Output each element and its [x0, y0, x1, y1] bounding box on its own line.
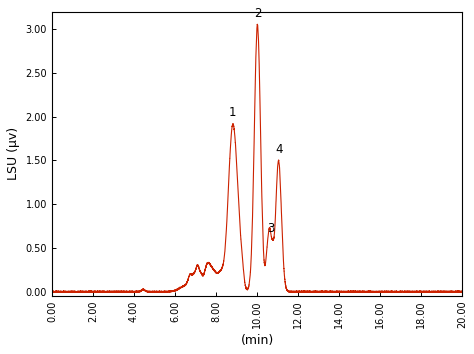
Text: 4: 4 [276, 143, 283, 156]
X-axis label: (min): (min) [240, 334, 273, 347]
Y-axis label: LSU (μv): LSU (μv) [7, 127, 20, 180]
Text: 1: 1 [229, 106, 237, 119]
Text: 2: 2 [254, 7, 261, 20]
Text: 3: 3 [267, 222, 274, 235]
